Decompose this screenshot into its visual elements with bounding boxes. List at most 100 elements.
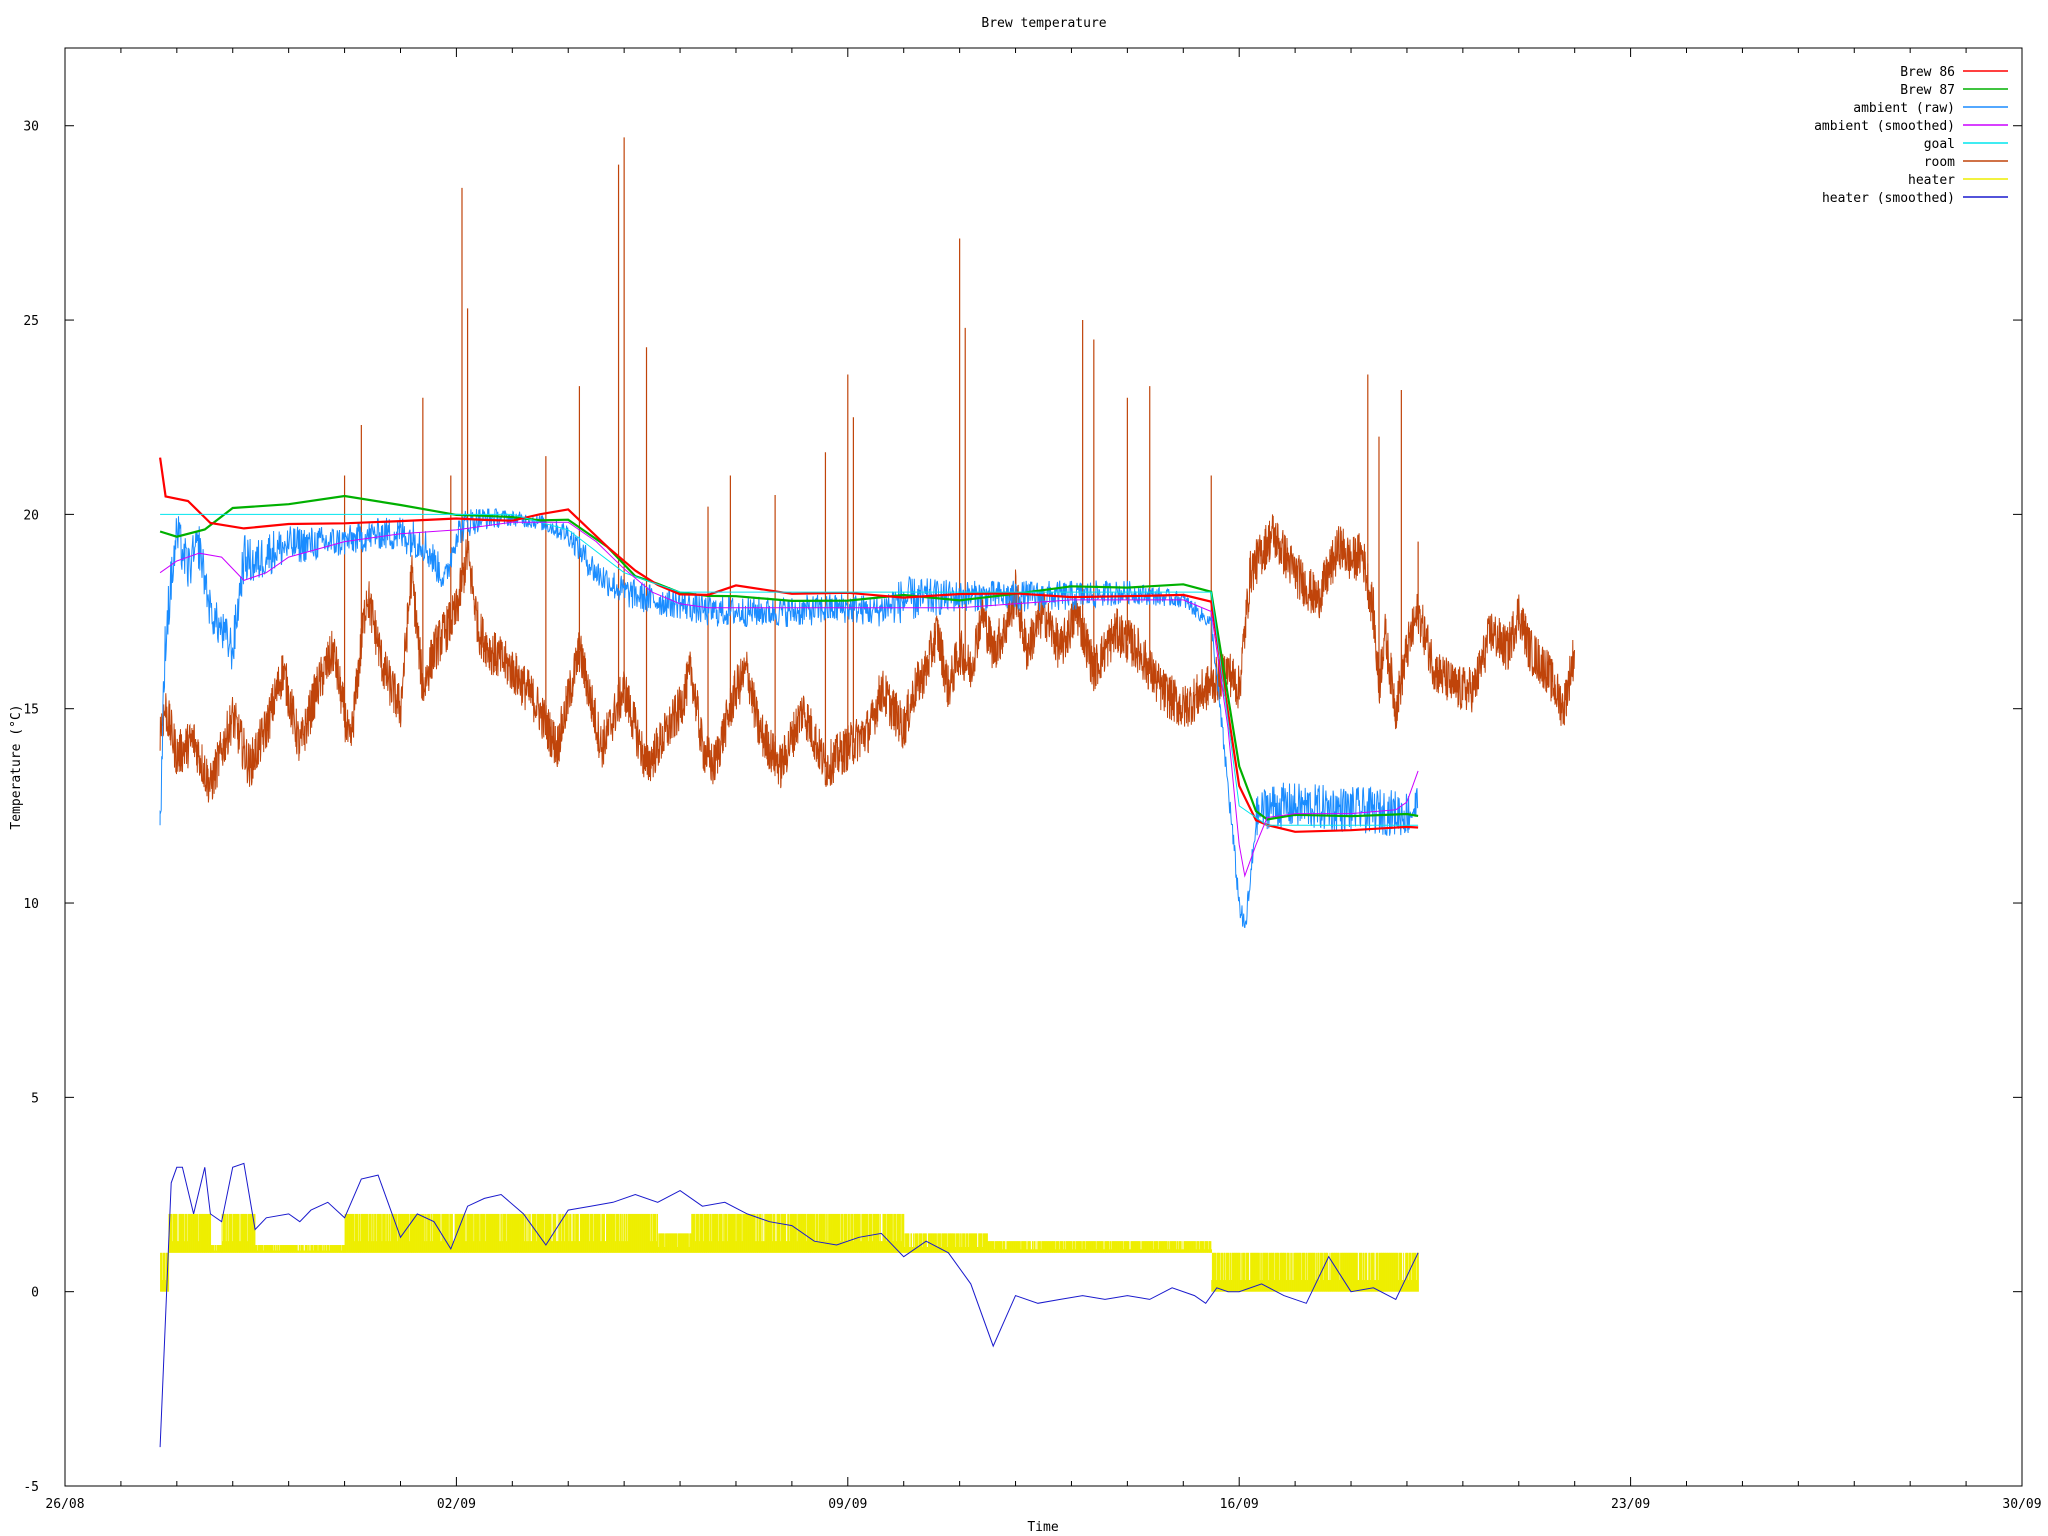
heater-bar	[599, 1241, 601, 1253]
heater-bar	[1142, 1241, 1144, 1253]
heater-bar	[607, 1213, 609, 1253]
heater-bar	[981, 1233, 983, 1253]
heater-bar	[584, 1213, 586, 1253]
heater-bar	[1117, 1241, 1119, 1253]
heater-bar	[1198, 1249, 1200, 1253]
heater-bar	[311, 1245, 313, 1253]
heater-bar	[546, 1213, 548, 1253]
heater-bar	[378, 1213, 380, 1253]
heater-bar	[1380, 1252, 1382, 1292]
heater-bar	[1241, 1280, 1243, 1292]
heater-bar	[1356, 1252, 1358, 1292]
heater-bar	[697, 1213, 699, 1253]
heater-bar	[1302, 1252, 1304, 1292]
heater-bar	[494, 1213, 496, 1253]
heater-bar	[746, 1213, 748, 1253]
heater-bar	[860, 1213, 862, 1253]
heater-bar	[318, 1245, 320, 1253]
heater-bar	[741, 1241, 743, 1253]
heater-bar	[1090, 1241, 1092, 1253]
heater-bar	[1238, 1252, 1240, 1292]
heater-bar	[195, 1213, 197, 1253]
heater-bar	[1049, 1241, 1051, 1253]
heater-bar	[600, 1213, 602, 1253]
heater-bar	[1005, 1249, 1007, 1253]
heater-bar	[622, 1241, 624, 1253]
heater-bar	[523, 1241, 525, 1253]
heater-bar	[916, 1233, 918, 1253]
heater-bar	[559, 1213, 561, 1253]
heater-bar	[409, 1213, 411, 1253]
heater-bar	[415, 1213, 417, 1253]
heater-bar	[792, 1213, 794, 1253]
heater-bar	[638, 1213, 640, 1253]
heater-bar	[866, 1213, 868, 1253]
heater-bar	[995, 1241, 997, 1253]
heater-bar	[769, 1213, 771, 1253]
heater-bar	[611, 1213, 613, 1253]
heater-bar	[957, 1233, 959, 1253]
heater-bar	[434, 1213, 436, 1253]
heater-bar	[1208, 1241, 1210, 1253]
heater-bar	[628, 1213, 630, 1253]
heater-bar	[936, 1246, 938, 1253]
heater-bar	[514, 1213, 516, 1253]
heater-bar	[1023, 1241, 1025, 1253]
heater-bar	[1084, 1249, 1086, 1253]
heater-bar	[923, 1233, 925, 1253]
heater-bar	[1087, 1241, 1089, 1253]
heater-bar	[204, 1213, 206, 1253]
heater-bar	[1069, 1241, 1071, 1253]
heater-bar	[1292, 1252, 1294, 1292]
heater-bar	[296, 1245, 298, 1253]
heater-bar	[1311, 1252, 1313, 1292]
heater-bar	[384, 1213, 386, 1253]
heater-bar	[386, 1213, 388, 1253]
heater-bar	[257, 1245, 259, 1253]
heater-bar	[372, 1213, 374, 1253]
heater-bar	[829, 1213, 831, 1253]
heater-bar	[431, 1241, 433, 1253]
heater-bar	[1033, 1241, 1035, 1253]
heater-bar	[160, 1252, 162, 1292]
heater-bar	[580, 1213, 582, 1253]
heater-bar	[775, 1241, 777, 1253]
heater-bar	[1054, 1241, 1056, 1253]
heater-bar	[1240, 1280, 1242, 1292]
heater-bar	[831, 1213, 833, 1253]
heater-bar	[305, 1245, 307, 1253]
heater-bar	[1078, 1241, 1080, 1253]
heater-bar	[819, 1213, 821, 1253]
heater-bar	[750, 1213, 752, 1253]
heater-bar	[390, 1241, 392, 1253]
heater-bar	[708, 1213, 710, 1253]
heater-bar	[1246, 1252, 1248, 1292]
heater-bar	[960, 1233, 962, 1253]
heater-bar	[810, 1213, 812, 1253]
heater-bar	[1190, 1241, 1192, 1253]
heater-bar	[423, 1213, 425, 1253]
heater-bar	[1200, 1241, 1202, 1253]
heater-bar	[1143, 1241, 1145, 1253]
heater-bar	[677, 1246, 679, 1253]
heater-bar	[1383, 1252, 1385, 1292]
heater-bar	[349, 1213, 351, 1253]
heater-bar	[464, 1213, 466, 1253]
heater-bar	[1148, 1241, 1150, 1253]
heater-bar	[320, 1245, 322, 1253]
heater-bar	[905, 1233, 907, 1253]
heater-bar	[349, 1213, 351, 1253]
heater-bar	[921, 1246, 923, 1253]
heater-bar	[1110, 1241, 1112, 1253]
heater-bar	[380, 1213, 382, 1253]
heater-bar	[228, 1213, 230, 1253]
heater-bar	[304, 1250, 306, 1253]
heater-bar	[1297, 1252, 1299, 1292]
heater-bar	[437, 1213, 439, 1253]
heater-bar	[196, 1213, 198, 1253]
heater-bar	[889, 1213, 891, 1253]
heater-bar	[614, 1213, 616, 1253]
heater-bar	[1305, 1252, 1307, 1292]
heater-bar	[1283, 1252, 1285, 1292]
heater-bar	[1252, 1252, 1254, 1292]
